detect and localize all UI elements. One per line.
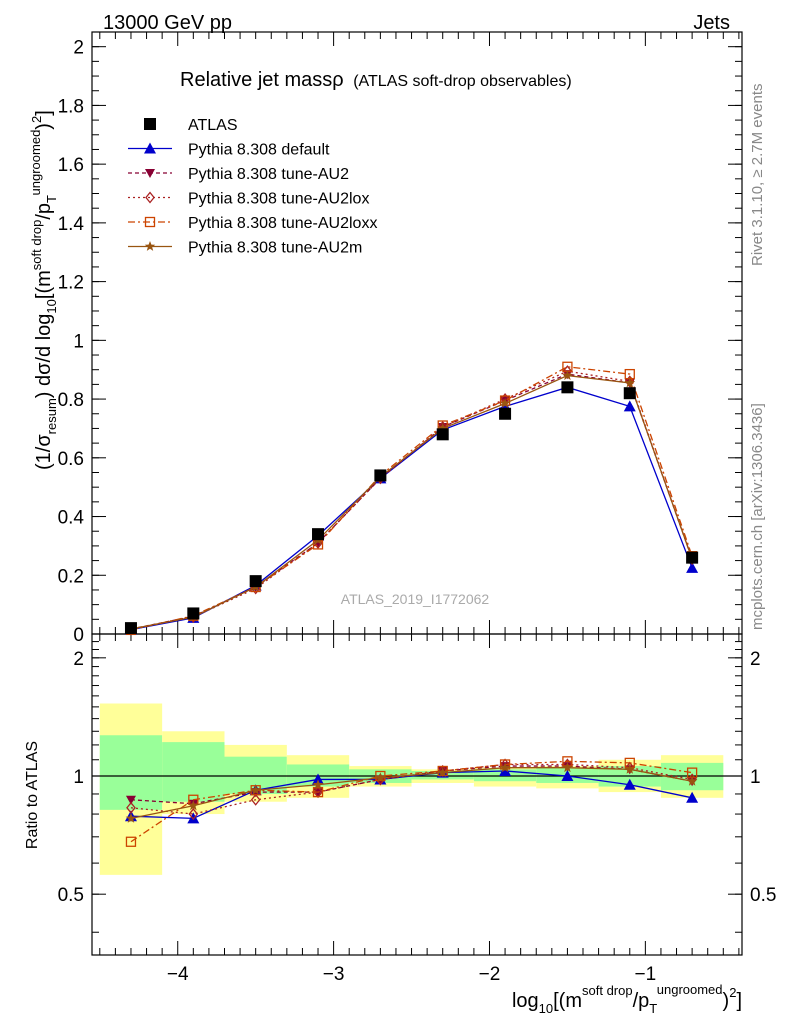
y-tick-label: 1.4 [58, 214, 85, 235]
chart-title: Relative jet massρ (ATLAS soft-drop obse… [180, 69, 572, 91]
series-point-main [686, 561, 699, 573]
ratio-tick-label-right: 1 [750, 767, 761, 788]
series-point-ratio [562, 762, 573, 773]
x-tick-label: −1 [635, 964, 657, 985]
legend-label: Pythia 8.308 tune-AU2loxx [188, 215, 377, 232]
legend-marker [145, 169, 155, 178]
analysis-id-label: ATLAS_2019_I1772062 [341, 591, 490, 607]
x-axis-label: log10[(msoft drop/pTungroomed)2] [512, 982, 742, 1016]
x-tick-label: −2 [479, 964, 501, 985]
series-point-ratio [188, 800, 199, 811]
series-point-ratio [437, 767, 448, 778]
series-point-ratio [312, 773, 325, 785]
series-point-ratio [624, 763, 635, 774]
source-label: mcplots.cern.ch [arXiv:1306.3436] [749, 403, 766, 630]
process-label: Jets [693, 12, 730, 34]
series-point-main [437, 422, 448, 433]
rivet-label: Rivet 3.1.10, ≥ 2.7M events [749, 84, 766, 267]
chart-title-main: Relative jet massρ [180, 69, 344, 91]
data-point [374, 469, 387, 482]
ratio-tick-label-right: 2 [750, 649, 761, 670]
series-point-ratio [687, 773, 697, 786]
series-point-ratio [188, 808, 199, 821]
series-point-ratio [561, 770, 574, 782]
x-tick-label: −3 [323, 964, 345, 985]
series-point-ratio [686, 775, 698, 786]
legend-marker [145, 191, 155, 204]
ratio-tick-label-right: 0.5 [750, 885, 776, 906]
y-axis-label-main: (1/σresum) dσ/d log10[(msoft drop/pTungr… [28, 110, 59, 470]
data-point [436, 428, 449, 441]
series-point-ratio [187, 812, 200, 824]
series-point-ratio [499, 762, 511, 773]
series-point-ratio [125, 795, 136, 805]
ratio-band-inner [162, 742, 225, 802]
series-point-ratio [125, 836, 137, 847]
data-point [561, 381, 574, 394]
legend-label: ATLAS [188, 117, 238, 134]
y-tick-label: 0.8 [58, 390, 84, 411]
series-point-ratio [250, 793, 261, 806]
series-point-main [499, 398, 511, 408]
data-point [686, 551, 699, 564]
ratio-plot-frame [91, 633, 743, 956]
y-tick-label: 2 [73, 38, 84, 59]
series-point-ratio [624, 761, 635, 774]
legend-marker [144, 142, 156, 154]
series-line-ratio [130, 770, 693, 820]
legend-marker [144, 241, 156, 251]
series-point-ratio [623, 778, 636, 790]
y-axis-label-ratio: Ratio to ATLAS [24, 741, 41, 849]
series-point-ratio [686, 791, 699, 803]
series-point-ratio [312, 786, 324, 798]
series-point-ratio [250, 784, 261, 795]
series-point-ratio [126, 801, 136, 814]
legend-marker [144, 216, 156, 228]
data-point [312, 528, 325, 541]
data-point [499, 407, 512, 420]
ratio-tick-label: 2 [73, 649, 84, 670]
legend-label: Pythia 8.308 default [188, 142, 330, 159]
series-point-ratio [125, 812, 137, 823]
y-tick-label: 1 [73, 331, 84, 352]
data-point [623, 387, 636, 400]
legend-marker [144, 118, 156, 130]
data-point [187, 607, 200, 620]
series-point-ratio [312, 779, 324, 790]
y-tick-label: 1.6 [58, 155, 84, 176]
legend-label: Pythia 8.308 tune-AU2m [188, 240, 362, 257]
y-tick-label: 1.8 [58, 96, 84, 117]
series-line-ratio [130, 760, 693, 843]
series-point-main [562, 370, 573, 380]
legend-label: Pythia 8.308 tune-AU2lox [188, 191, 369, 208]
data-point [249, 575, 262, 588]
chart-subtitle: (ATLAS soft-drop observables) [353, 73, 571, 90]
data-point [124, 622, 137, 635]
y-tick-label: 0 [73, 625, 84, 646]
series-line-ratio [130, 767, 693, 820]
series-line-main [130, 366, 693, 631]
series-point-main [623, 400, 636, 412]
y-tick-label: 1.2 [58, 273, 84, 294]
energy-label: 13000 GeV pp [103, 12, 232, 34]
legend-label: Pythia 8.308 tune-AU2 [188, 166, 349, 183]
series-line-main [130, 374, 693, 630]
ratio-tick-label: 1 [73, 767, 84, 788]
y-tick-label: 0.4 [58, 508, 85, 529]
ratio-tick-label: 0.5 [58, 885, 84, 906]
y-tick-label: 0.6 [58, 449, 84, 470]
x-tick-label: −4 [167, 964, 189, 985]
series-point-ratio [375, 772, 386, 783]
series-point-main [624, 377, 635, 388]
series-point-main [624, 375, 635, 388]
y-tick-label: 0.2 [58, 566, 84, 587]
